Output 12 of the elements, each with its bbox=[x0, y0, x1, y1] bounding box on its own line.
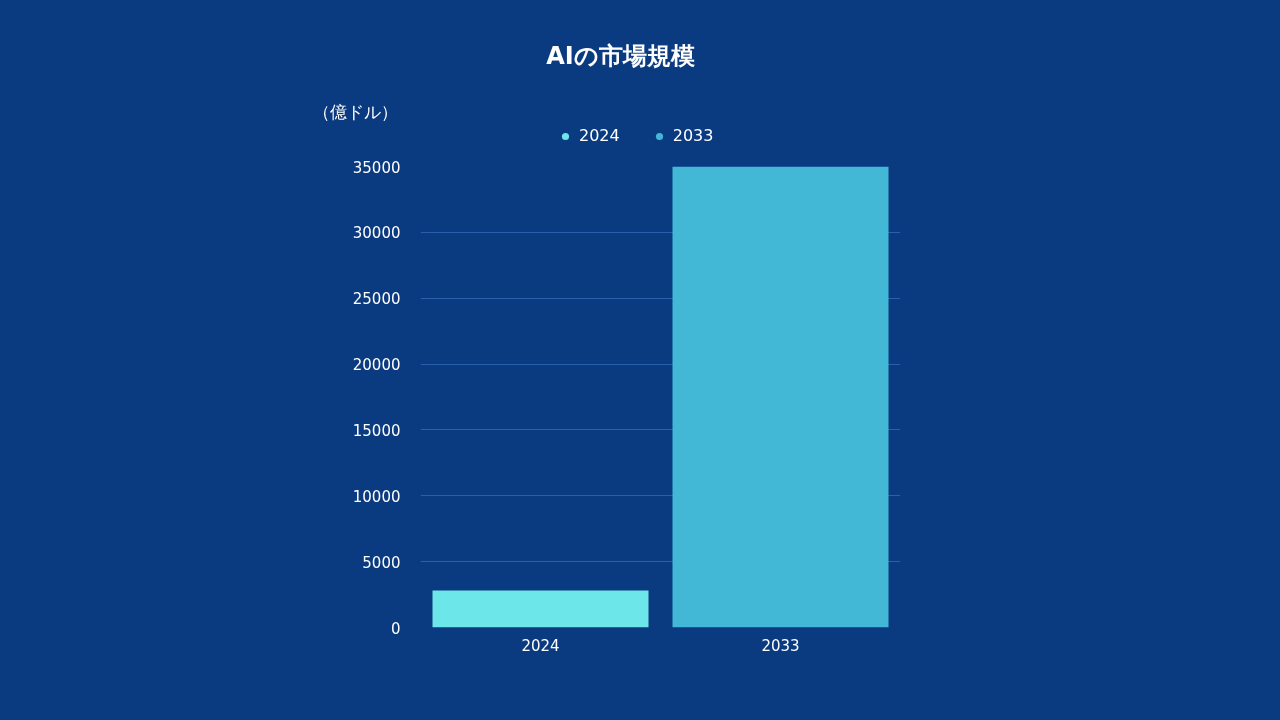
y-tick-label: 30000 bbox=[352, 224, 401, 243]
y-tick-label: 0 bbox=[390, 619, 401, 638]
y-tick-label: 15000 bbox=[352, 421, 401, 440]
legend-label: 2033 bbox=[672, 126, 714, 145]
y-tick-label: 10000 bbox=[352, 487, 401, 506]
legend-label: 2024 bbox=[579, 126, 620, 145]
y-tick-label: 35000 bbox=[352, 158, 401, 177]
chart-title: AIの市場規模 bbox=[546, 41, 695, 70]
y-axis-title: （億ドル） bbox=[312, 101, 398, 122]
y-tick-label: 5000 bbox=[362, 553, 401, 572]
y-tick-label: 20000 bbox=[352, 356, 401, 375]
y-tick-label: 25000 bbox=[352, 290, 401, 309]
